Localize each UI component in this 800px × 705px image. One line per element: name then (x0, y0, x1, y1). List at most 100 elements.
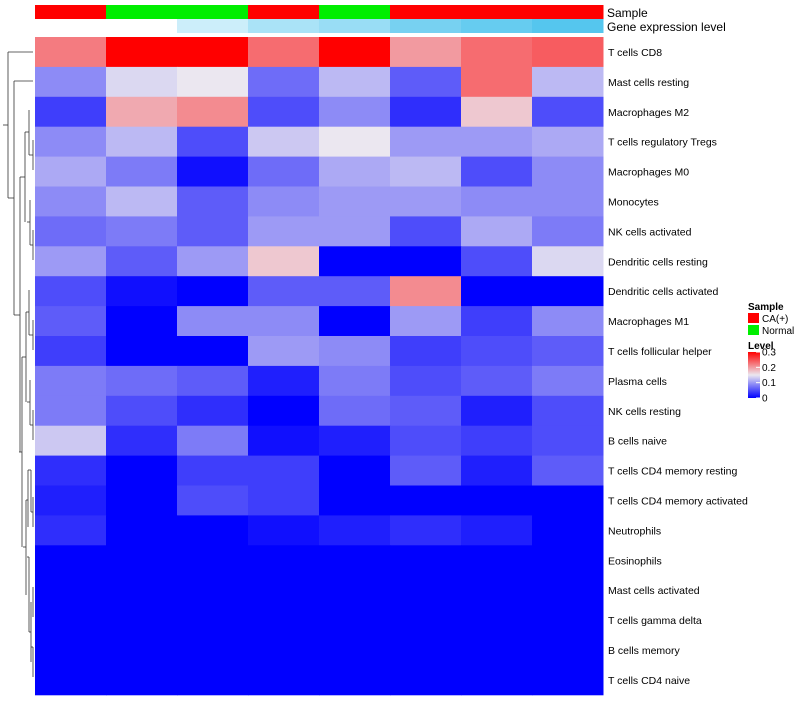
heatmap-cell (319, 66, 391, 98)
heatmap-cell (390, 605, 462, 636)
heatmap-cell (106, 306, 178, 337)
heatmap-cell (319, 664, 391, 696)
heatmap-cell (319, 276, 391, 307)
row-label: Mast cells resting (608, 77, 689, 89)
heatmap-cell (532, 306, 604, 337)
gene-expression-annotation-cell (177, 19, 249, 33)
heatmap-cell (248, 156, 320, 187)
level-legend-tick-label: 0.3 (762, 348, 776, 359)
heatmap-cell (461, 96, 533, 128)
heatmap-cell (319, 425, 391, 457)
heatmap-cell (390, 37, 462, 68)
sample-annotation-cell (35, 5, 107, 19)
heatmap-cell (248, 485, 320, 516)
heatmap-cell (532, 336, 604, 367)
heatmap-cell (390, 336, 462, 367)
sample-annotation-cell (319, 5, 391, 19)
heatmap-cell (390, 156, 462, 187)
heatmap-cell (35, 395, 107, 427)
heatmap-cell (532, 66, 604, 98)
heatmap-cell (35, 455, 107, 486)
heatmap-cell (106, 545, 178, 576)
sample-legend-swatch (748, 313, 759, 323)
heatmap-cell (390, 485, 462, 516)
heatmap-cell (319, 306, 391, 337)
heatmap-cell (177, 425, 249, 457)
sample-legend-label: Normal (762, 326, 794, 337)
heatmap-cell (35, 515, 107, 546)
heatmap-cell (390, 635, 462, 666)
heatmap-cell (248, 96, 320, 128)
heatmap-cell (532, 395, 604, 427)
heatmap-cell (532, 37, 604, 68)
heatmap-cell (248, 216, 320, 247)
heatmap-cell (390, 425, 462, 457)
heatmap-cell (177, 246, 249, 277)
heatmap-cell (177, 575, 249, 606)
heatmap-cell (248, 575, 320, 606)
heatmap-cell (177, 395, 249, 427)
heatmap-cell (106, 395, 178, 427)
heatmap-cell (461, 605, 533, 636)
heatmap-cell (532, 515, 604, 546)
heatmap-cell (106, 664, 178, 696)
row-label: T cells gamma delta (608, 615, 702, 627)
heatmap-cell (106, 485, 178, 516)
sample-legend-swatch (748, 325, 759, 335)
heatmap-cell (106, 365, 178, 397)
heatmap-cell (461, 395, 533, 427)
heatmap-cell (248, 365, 320, 397)
heatmap-cell (35, 306, 107, 337)
sample-annotation-cell (177, 5, 249, 19)
heatmap-cell (248, 605, 320, 636)
gene-expression-annotation-cell (248, 19, 320, 33)
heatmap-cell (35, 365, 107, 397)
heatmap-cell (35, 156, 107, 187)
heatmap-cell (177, 156, 249, 187)
heatmap-cell (177, 455, 249, 486)
heatmap-cell (532, 96, 604, 128)
heatmap-cell (177, 605, 249, 636)
heatmap-cell (532, 365, 604, 397)
heatmap-cell (461, 635, 533, 666)
heatmap-cell (319, 485, 391, 516)
heatmap-cell (106, 515, 178, 546)
heatmap-cell (177, 126, 249, 158)
heatmap-cell (248, 66, 320, 98)
heatmap-cell (319, 515, 391, 546)
heatmap-cell (319, 126, 391, 158)
heatmap-cell (177, 276, 249, 307)
heatmap-cell (461, 37, 533, 68)
heatmap-cell (106, 186, 178, 217)
heatmap-cell (106, 66, 178, 98)
heatmap-cell (461, 575, 533, 606)
heatmap-cell (106, 336, 178, 367)
heatmap-cell (461, 425, 533, 457)
heatmap-cell (248, 336, 320, 367)
heatmap-cell (532, 664, 604, 696)
row-label: Dendritic cells resting (608, 256, 708, 268)
heatmap-cell (177, 635, 249, 666)
heatmap-cell (390, 545, 462, 576)
heatmap-cell (390, 365, 462, 397)
heatmap-cell (177, 186, 249, 217)
gene-expression-annotation-cell (106, 19, 178, 33)
heatmap-cell (461, 66, 533, 98)
heatmap-cell (532, 216, 604, 247)
heatmap-cell (461, 306, 533, 337)
heatmap-cell (319, 605, 391, 636)
heatmap-cell (532, 246, 604, 277)
heatmap-cell (248, 276, 320, 307)
row-label: T cells follicular helper (608, 346, 712, 358)
heatmap-cell (248, 664, 320, 696)
row-label: T cells CD4 memory resting (608, 466, 737, 478)
heatmap-cell (35, 37, 107, 68)
row-label: Dendritic cells activated (608, 286, 718, 298)
heatmap-cell (532, 126, 604, 158)
heatmap-cell (106, 216, 178, 247)
heatmap-cell (532, 545, 604, 576)
heatmap-cell (248, 545, 320, 576)
heatmap-cell (35, 276, 107, 307)
gene-expression-annotation-cell (35, 19, 107, 33)
